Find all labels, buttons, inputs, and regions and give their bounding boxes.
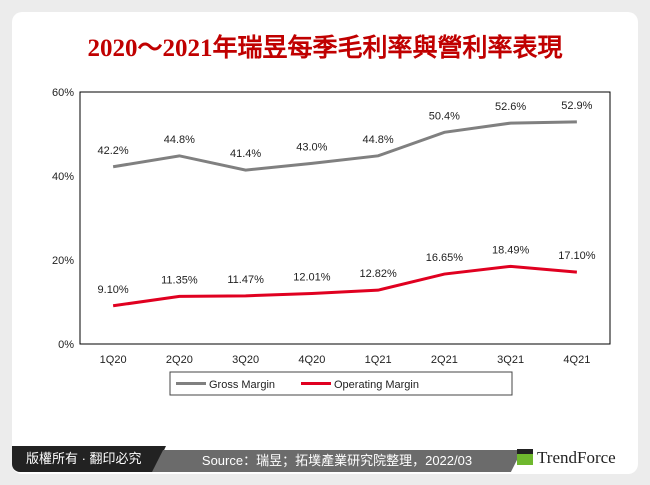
data-label: 11.35%	[161, 274, 198, 286]
data-label: 18.49%	[492, 244, 530, 256]
data-label: 11.47%	[227, 274, 264, 286]
data-label: 52.6%	[495, 101, 526, 113]
plot-area	[79, 91, 611, 345]
card	[12, 12, 638, 474]
legend	[169, 371, 513, 396]
data-label: 16.65%	[426, 252, 464, 264]
trendforce-logo-icon	[517, 449, 533, 465]
series-line-gross-margin	[112, 120, 577, 172]
data-label: 12.82%	[359, 268, 397, 280]
x-tick-label: 3Q20	[232, 354, 259, 366]
y-tick-label: 60%	[52, 87, 74, 99]
footer: 版權所有 · 翻印必究 Source：瑞昱；拓墣產業研究院整理，2022/03 …	[12, 446, 638, 472]
data-label: 44.8%	[363, 134, 394, 146]
chart-title: 2020～2021年瑞昱每季毛利率與營利率表現	[87, 35, 563, 62]
x-tick-label: 4Q21	[563, 354, 590, 366]
legend-label: Gross Margin	[209, 379, 275, 391]
copyright-notice: 版權所有 · 翻印必究	[12, 446, 166, 472]
y-tick-label: 0%	[58, 339, 74, 351]
data-label: 43.0%	[296, 141, 327, 153]
x-tick-label: 4Q20	[298, 354, 325, 366]
trendforce-logo: TrendForce	[517, 448, 616, 468]
data-label: 9.10%	[98, 284, 129, 296]
data-label: 42.2%	[98, 145, 129, 157]
series-line-operating-margin	[112, 264, 578, 308]
y-tick-label: 40%	[52, 171, 74, 183]
legend-label: Operating Margin	[334, 379, 419, 391]
x-tick-label: 2Q21	[431, 354, 458, 366]
x-tick-label: 1Q21	[365, 354, 392, 366]
data-label: 41.4%	[230, 148, 261, 160]
x-tick-label: 1Q20	[100, 354, 127, 366]
y-tick-label: 20%	[52, 255, 74, 267]
source-note: Source：瑞昱；拓墣產業研究院整理，2022/03	[152, 450, 522, 472]
data-label: 50.4%	[429, 110, 460, 122]
data-label: 52.9%	[561, 100, 592, 112]
x-tick-label: 2Q20	[166, 354, 193, 366]
data-label: 17.10%	[558, 250, 596, 262]
x-tick-label: 3Q21	[497, 354, 524, 366]
data-label: 12.01%	[293, 272, 331, 284]
data-label: 44.8%	[164, 134, 195, 146]
